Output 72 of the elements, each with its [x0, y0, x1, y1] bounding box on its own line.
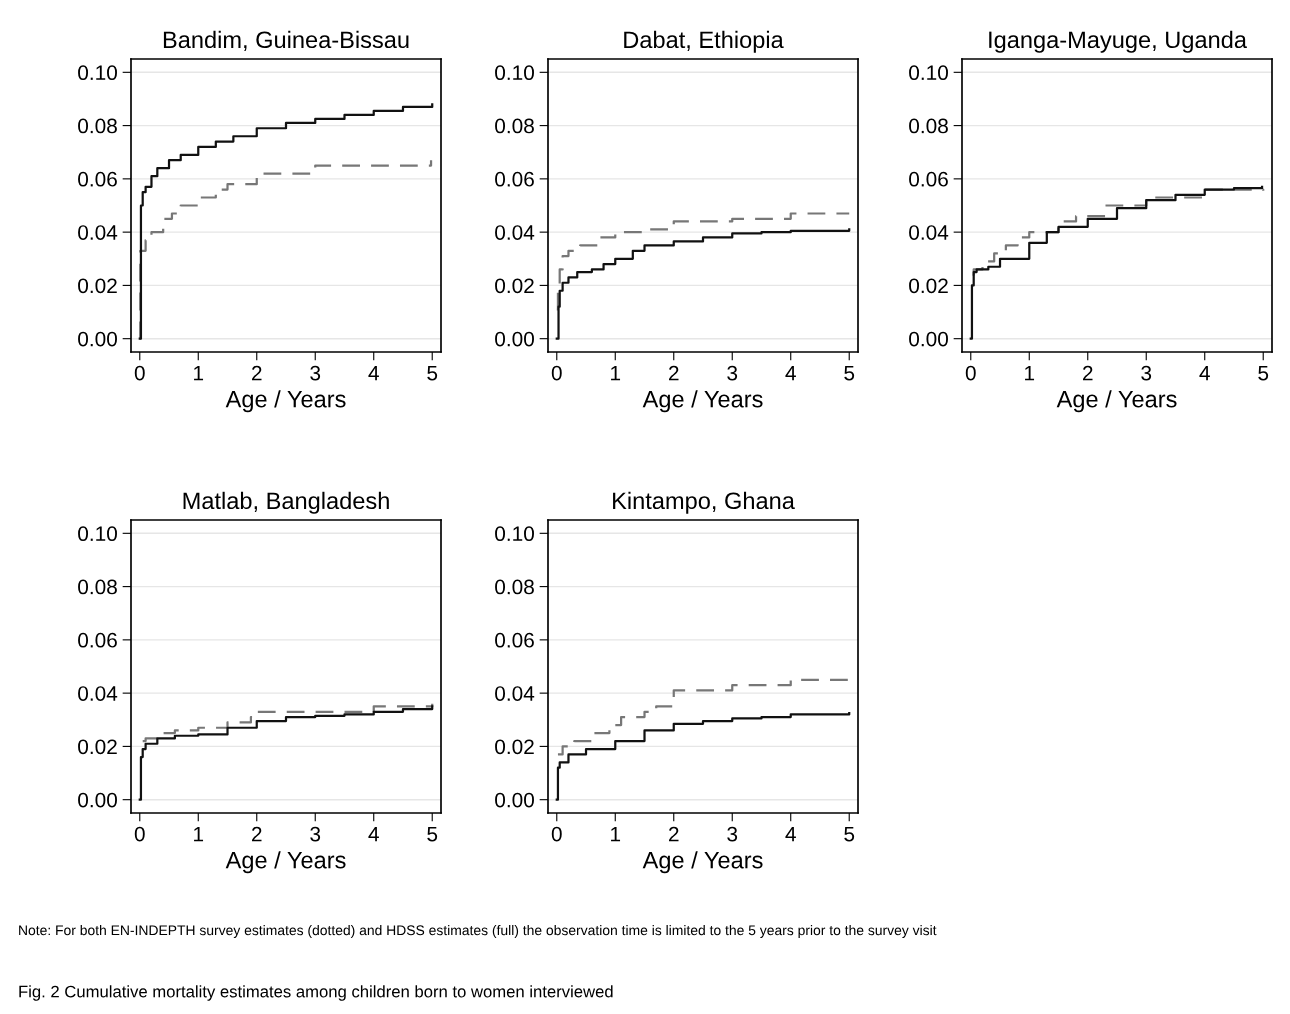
x-tick-label: 2 — [252, 826, 262, 842]
caption: Fig. 2 Cumulative mortality estimates among children born to women interviewed — [19, 985, 613, 1001]
x-tick-label: 1 — [194, 365, 204, 381]
y-tick-label: 0.00 — [78, 792, 117, 808]
y-tick-label: 0.02 — [78, 278, 117, 294]
y-tick-label: 0.06 — [495, 171, 534, 187]
y-tick-label: 0.04 — [909, 225, 949, 240]
x-tick-label: 4 — [1199, 365, 1210, 381]
y-tick-label: 0.00 — [909, 331, 948, 347]
x-tick-label: 5 — [427, 365, 438, 381]
x-tick-label: 0 — [134, 365, 145, 381]
y-tick-label: 0.06 — [495, 632, 534, 648]
x-tick-label: 3 — [310, 826, 321, 842]
x-tick-label: 2 — [1083, 365, 1093, 381]
x-tick-label: 0 — [965, 365, 976, 381]
x-axis-title: Age / Years — [1056, 390, 1177, 413]
y-tick-label: 0.10 — [909, 65, 948, 81]
y-tick-label: 0.02 — [495, 739, 534, 755]
x-tick-label: 5 — [844, 365, 855, 381]
x-tick-label: 2 — [669, 826, 679, 842]
y-tick-label: 0.04 — [495, 225, 535, 240]
x-tick-label: 1 — [194, 826, 204, 842]
chart-title: Kintampo, Ghana — [613, 491, 795, 514]
x-tick-label: 4 — [785, 365, 796, 381]
x-tick-label: 5 — [1258, 365, 1269, 381]
x-tick-label: 1 — [611, 365, 621, 381]
y-tick-label: 0.06 — [78, 632, 117, 648]
y-tick-label: 0.08 — [78, 118, 117, 134]
chart-title: Bandim, Guinea-Bissau — [163, 30, 409, 51]
chart-title: Matlab, Bangladesh — [183, 491, 389, 514]
y-tick-label: 0.10 — [78, 526, 117, 542]
y-tick-label: 0.04 — [495, 686, 535, 701]
chart-title: Dabat, Ethiopia — [624, 30, 784, 53]
y-tick-label: 0.06 — [78, 171, 117, 187]
y-tick-label: 0.02 — [495, 278, 534, 294]
x-tick-label: 0 — [134, 826, 145, 842]
y-tick-label: 0.00 — [495, 792, 534, 808]
x-axis-title: Age / Years — [225, 390, 346, 413]
y-tick-label: 0.00 — [495, 331, 534, 347]
y-tick-label: 0.10 — [495, 526, 534, 542]
y-tick-label: 0.10 — [78, 65, 117, 81]
x-axis-title: Age / Years — [642, 390, 763, 413]
chart-title: Iganga-Mayuge, Uganda — [989, 30, 1247, 53]
y-tick-label: 0.08 — [495, 118, 534, 134]
x-tick-label: 5 — [844, 826, 855, 842]
y-tick-label: 0.04 — [78, 686, 118, 701]
x-axis-title: Age / Years — [642, 851, 763, 874]
x-tick-label: 2 — [669, 365, 679, 381]
x-tick-label: 4 — [368, 365, 379, 381]
x-tick-label: 1 — [1025, 365, 1035, 381]
y-tick-label: 0.06 — [909, 171, 948, 187]
y-tick-label: 0.10 — [495, 65, 534, 81]
text: Note: For both EN-INDEPTH survey estimates (dotted) and HDSS estimates (full) the observation time is limited to the 5 years prior to the survey visit — [19, 925, 937, 938]
x-tick-label: 0 — [551, 826, 562, 842]
y-tick-label: 0.02 — [909, 278, 948, 294]
x-tick-label: 4 — [368, 826, 379, 842]
y-tick-label: 0.00 — [78, 331, 117, 347]
x-tick-label: 3 — [310, 365, 321, 381]
x-tick-label: 1 — [611, 826, 621, 842]
y-tick-label: 0.08 — [909, 118, 948, 134]
x-tick-label: 2 — [252, 365, 262, 381]
y-tick-label: 0.04 — [78, 225, 118, 240]
x-tick-label: 4 — [785, 826, 796, 842]
x-axis-title: Age / Years — [225, 851, 346, 874]
y-tick-label: 0.08 — [78, 579, 117, 595]
x-tick-label: 3 — [727, 826, 738, 842]
x-tick-label: 5 — [427, 826, 438, 842]
y-tick-label: 0.02 — [78, 739, 117, 755]
x-tick-label: 3 — [727, 365, 738, 381]
x-tick-label: 3 — [1141, 365, 1152, 381]
y-tick-label: 0.08 — [495, 579, 534, 595]
x-tick-label: 0 — [551, 365, 562, 381]
